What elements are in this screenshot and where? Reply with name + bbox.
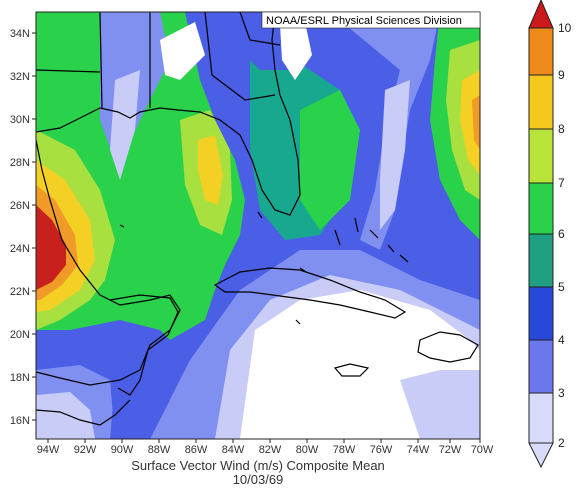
hispaniola-coastline [417,331,479,363]
colorbar-label-8: 8 [558,122,565,136]
lon-label-82w: 82W [259,444,282,456]
lat-label-32n: 32N [10,71,30,83]
colorbar-label-6: 6 [558,227,565,241]
wind-speed-field [36,12,480,439]
lon-label-76w: 76W [370,444,393,456]
cuba-coastline [213,267,407,319]
jamaica-coastline [333,363,370,377]
pale-streak-north [110,70,140,180]
credit-banner: NOAA/ESRL Physical Sciences Division [261,11,481,29]
colorbar-label-5: 5 [558,280,565,294]
us-gulf-coastline [36,12,301,216]
lat-label-18n: 18N [10,372,30,384]
colorbar-label-3: 3 [558,386,565,400]
latitude-axis: 34N 32N 30N 28N 26N 24N 22N 20N 18N 16N [10,28,36,427]
colorbar-swatch-9 [528,27,554,76]
colorbar-swatch-5 [528,233,554,288]
map-date: 10/03/69 [233,472,284,487]
lon-label-92w: 92W [74,444,97,456]
lat-label-16n: 16N [10,415,30,427]
pale-zone-southeast [400,370,480,439]
yellow-zone-far-east [460,70,480,175]
lat-label-30n: 30N [10,114,30,126]
bahamas-islands [299,217,409,273]
colorbar-swatch-4 [528,286,554,341]
orange-zone-far-east [472,95,480,150]
state-border-4 [36,69,101,73]
pale-zone-southwest [36,392,95,439]
mexico-coastline [36,139,181,386]
colorbar: 10 9 8 7 6 5 4 3 2 [528,0,572,469]
coastlines [36,12,479,426]
colorbar-label-7: 7 [558,176,565,190]
map-title: Surface Vector Wind (m/s) Composite Mean [131,458,385,473]
lon-label-84w: 84W [222,444,245,456]
colorbar-swatch-7 [528,128,554,184]
colorbar-bottom-arrow [528,442,554,469]
longitude-axis: 94W 92W 90W 88W 86W 84W 82W 80W 78W 76W … [37,439,494,456]
islands-misc [119,211,301,325]
lon-label-70w: 70W [471,444,494,456]
colorbar-swatch-8 [528,74,554,130]
white-top-left [160,22,205,80]
lat-label-34n: 34N [10,28,30,40]
yucatan-coastline [109,294,179,396]
lon-label-72w: 72W [439,444,462,456]
colorbar-swatch-3 [528,339,554,394]
credit-text: NOAA/ESRL Physical Sciences Division [266,15,462,27]
colorbar-label-4: 4 [558,333,565,347]
lon-label-74w: 74W [407,444,430,456]
lon-label-86w: 86W [185,444,208,456]
white-top-right [280,22,312,80]
red-zone-west [36,205,66,290]
lat-label-26n: 26N [10,200,30,212]
colorbar-top-arrow [528,0,554,29]
colorbar-label-10: 10 [558,21,572,35]
colorbar-swatch-2 [528,392,554,444]
state-border-1 [99,12,103,109]
credit-box [261,11,481,29]
lon-label-78w: 78W [333,444,356,456]
plot-frame [35,11,481,440]
yellow-zone-central [198,135,223,205]
lon-label-94w: 94W [37,444,60,456]
central-america-coastline [36,399,131,426]
lat-label-22n: 22N [10,286,30,298]
state-border-5 [239,12,281,46]
colorbar-label-9: 9 [558,68,565,82]
lon-label-88w: 88W [148,444,171,456]
lat-label-24n: 24N [10,243,30,255]
lon-label-80w: 80W [296,444,319,456]
pale-band-east [380,80,410,230]
lat-label-28n: 28N [10,157,30,169]
green-zone-east [300,90,360,230]
blue-streak-southwest [110,375,138,439]
lon-label-90w: 90W [111,444,134,456]
lat-label-20n: 20N [10,329,30,341]
colorbar-label-2: 2 [558,436,565,450]
state-border-3 [204,12,276,101]
colorbar-swatch-6 [528,182,554,235]
